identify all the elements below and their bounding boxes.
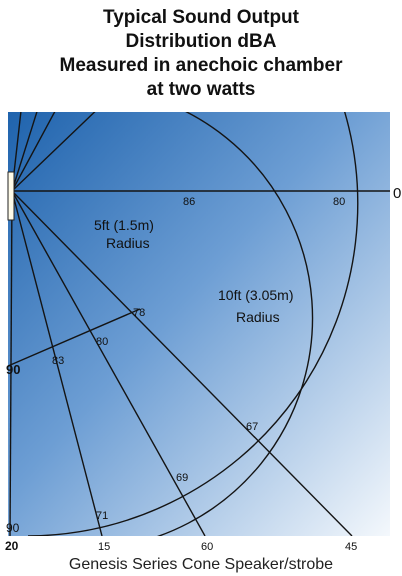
outer-radius-label: 10ft (3.05m) (218, 287, 293, 303)
title-line-2: Distribution dBA (125, 31, 277, 52)
inner-axis-label: 86 (183, 196, 195, 208)
radial-line (9, 190, 13, 536)
outer-radius-arc (27, 112, 359, 536)
radial-line (11, 112, 38, 192)
outer-arc-label: 67 (246, 421, 258, 433)
bottom-label: 45 (345, 541, 357, 553)
speaker-marker (7, 171, 15, 221)
axis-zero-label: 0 (393, 185, 401, 202)
sound-distribution-diagram: 5ft (1.5m) Radius 10ft (3.05m) Radius 0 … (5, 112, 401, 553)
bottom-label: 20 (5, 539, 19, 553)
outer-radius-sublabel: Radius (236, 309, 280, 325)
horizontal-90-line (8, 308, 141, 367)
bottom-label: 15 (98, 541, 110, 553)
outer-arc-label: 69 (176, 472, 188, 484)
diagram-caption: Genesis Series Cone Speaker/strobe (68, 556, 334, 573)
inner-arc-label: 83 (52, 355, 64, 367)
bottom-left-label: 90 (6, 521, 20, 535)
inner-radius-label: 5ft (1.5m) (94, 217, 154, 233)
chart-title: Typical Sound Output Distribution dBA Me… (0, 6, 402, 102)
title-line-1: Typical Sound Output (103, 7, 299, 28)
outer-arc-label: 71 (96, 510, 108, 522)
radial-line (11, 112, 56, 192)
bottom-label: 60 (201, 541, 213, 553)
radial-line (11, 190, 353, 536)
radial-line (11, 190, 103, 536)
plot-background (8, 112, 390, 536)
inner-radius-sublabel: Radius (106, 235, 150, 251)
inner-arc-label: 80 (96, 336, 108, 348)
inner-arc-label: 78 (133, 307, 145, 319)
radial-line (11, 190, 206, 536)
title-line-4: at two watts (146, 79, 256, 100)
outer-axis-label: 80 (333, 196, 345, 208)
title-line-3: Measured in anechoic chamber (59, 55, 343, 76)
radial-line (11, 112, 96, 192)
left-mid-label: 90 (6, 362, 20, 377)
